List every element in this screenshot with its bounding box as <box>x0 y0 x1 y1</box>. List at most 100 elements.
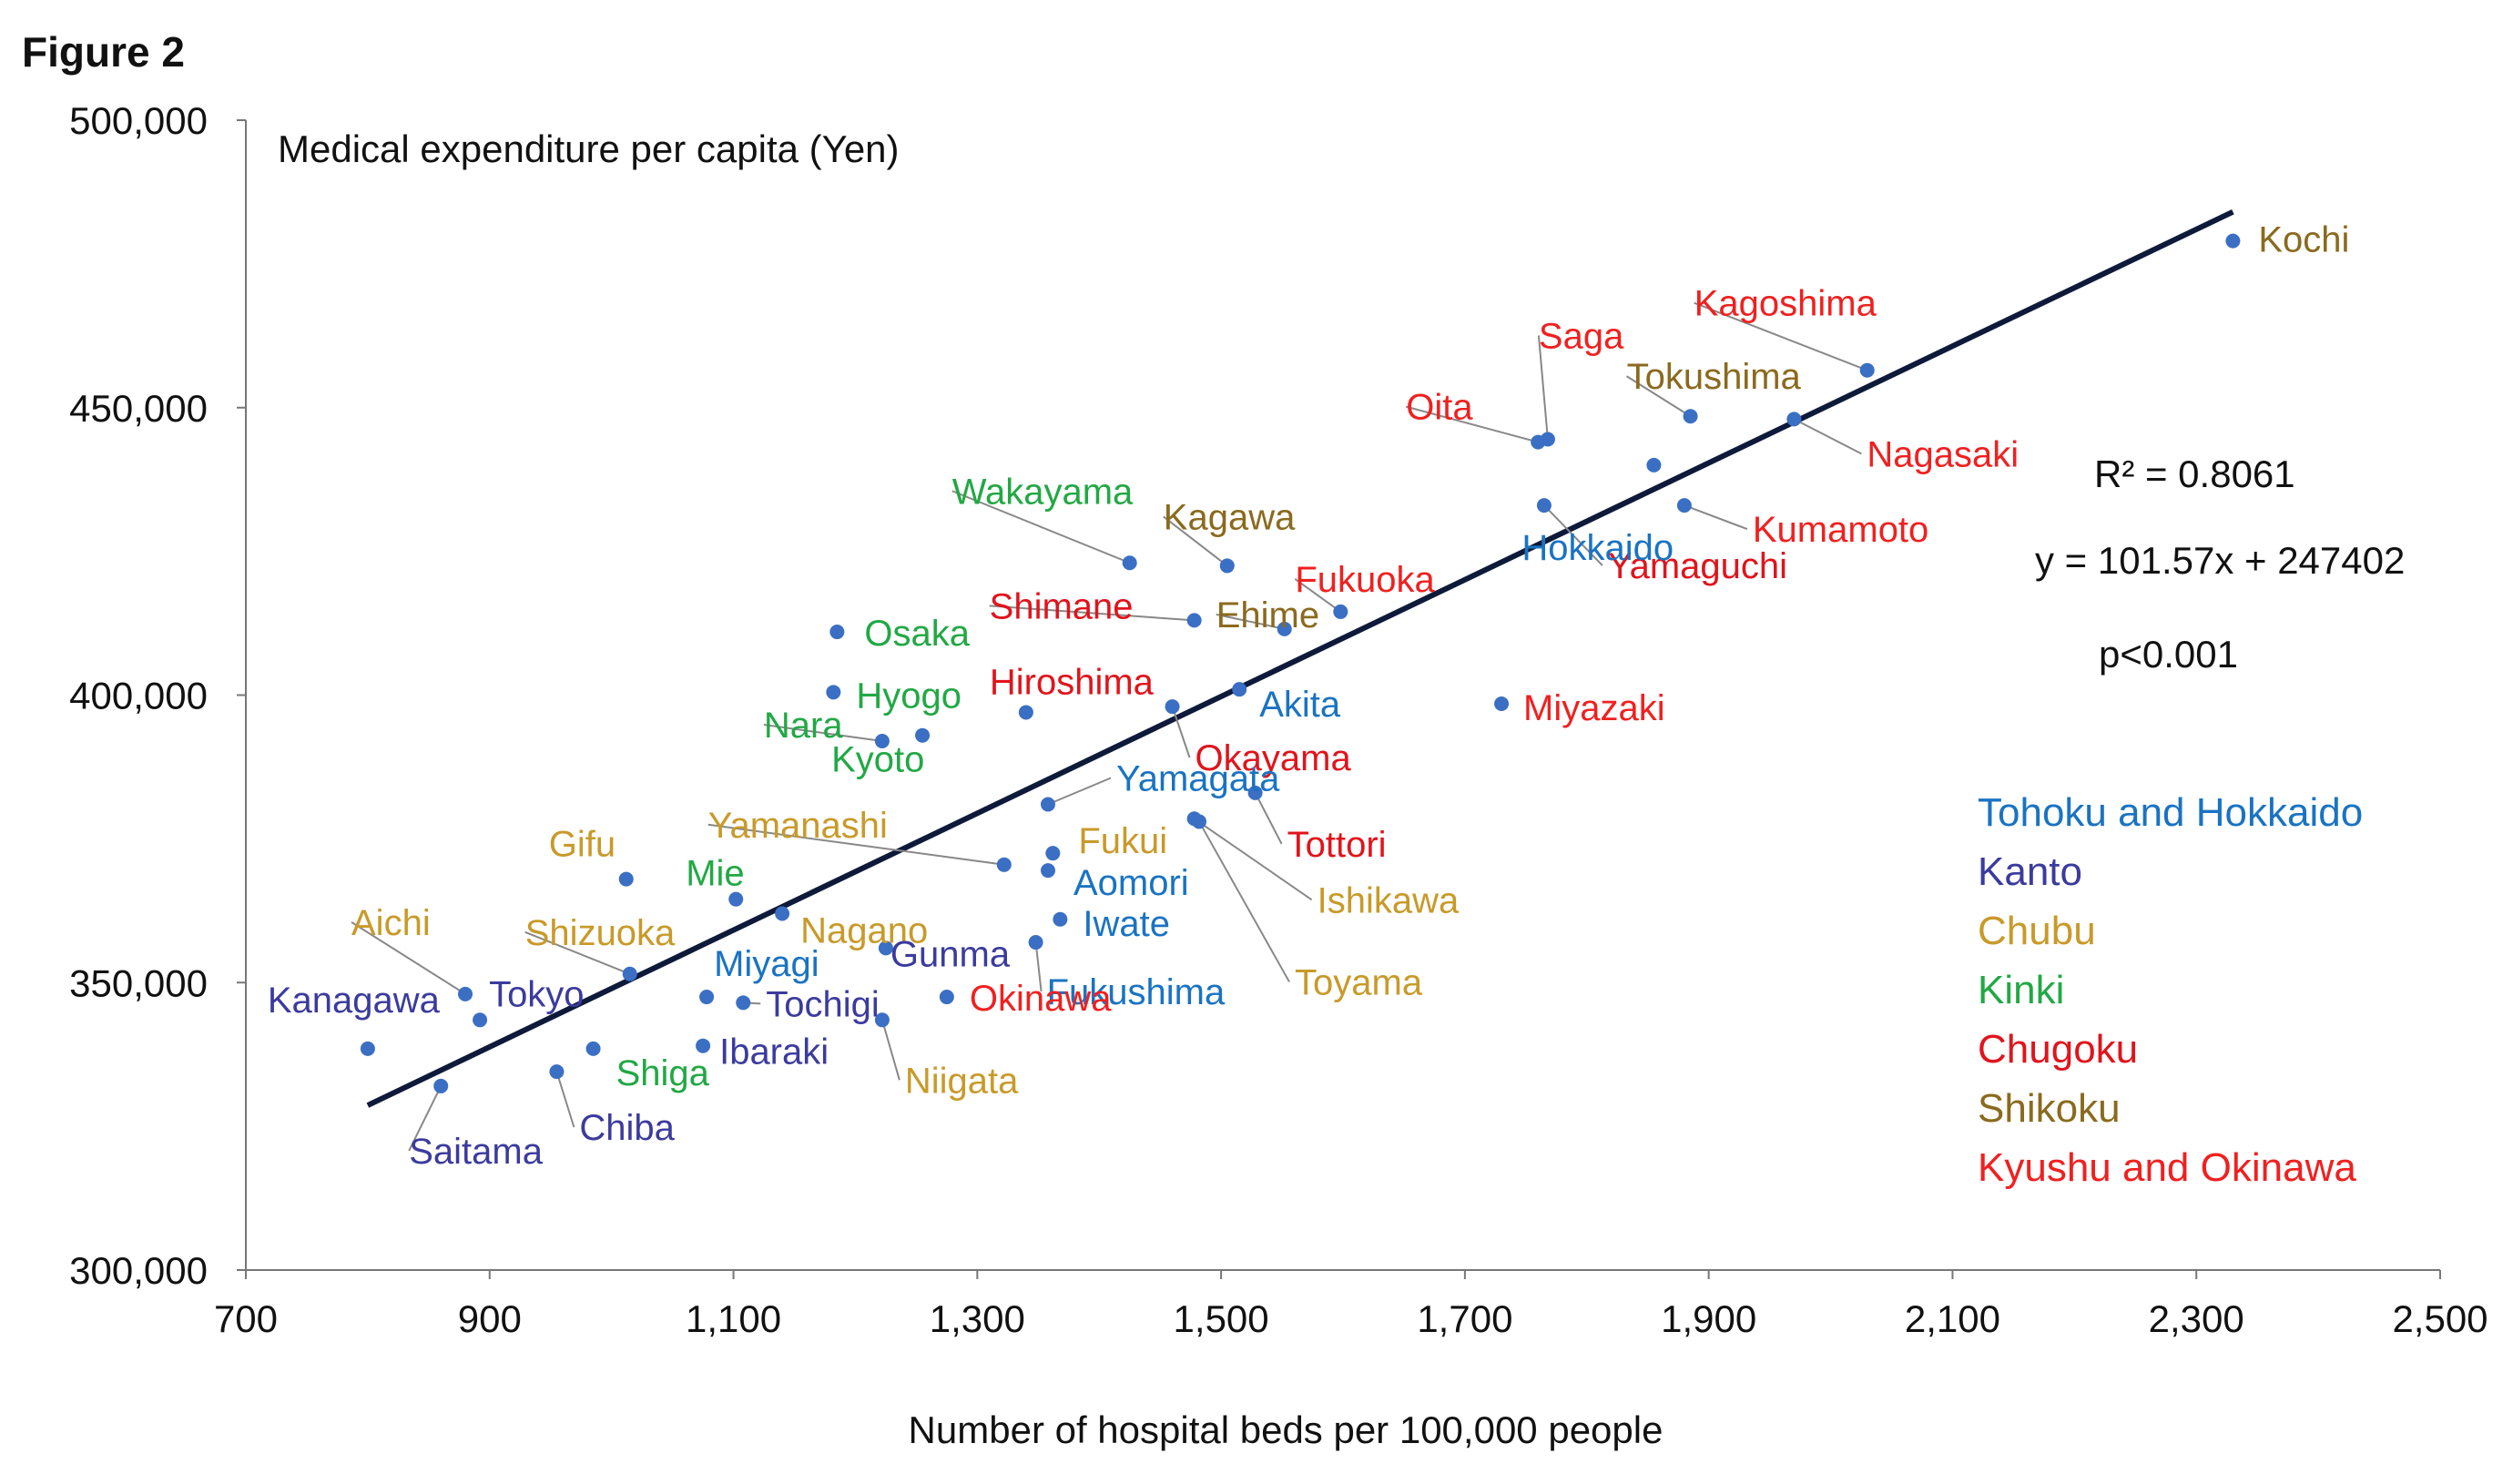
data-point <box>473 1012 488 1028</box>
data-point <box>1122 555 1137 571</box>
point-label: Ehime <box>1216 595 1319 635</box>
y-tick-label: 500,000 <box>69 99 208 142</box>
x-tick-label: 1,500 <box>1174 1297 1269 1340</box>
leader-line <box>1034 941 1043 992</box>
point-label: Okinawa <box>970 979 1112 1019</box>
point-label: Wakayama <box>952 472 1134 512</box>
data-point <box>1028 935 1043 950</box>
data-point <box>2225 233 2241 249</box>
legend-entry: Shikoku <box>1978 1086 2121 1131</box>
x-tick-label: 700 <box>214 1297 278 1340</box>
y-tick-label: 400,000 <box>69 675 208 717</box>
point-label: Aomori <box>1073 863 1189 903</box>
data-point <box>1277 621 1292 636</box>
point-label: Osaka <box>864 614 970 654</box>
data-point <box>1536 498 1552 513</box>
point-label: Ibaraki <box>719 1032 829 1072</box>
data-point <box>915 727 931 743</box>
legend-entry: Kyushu and Okinawa <box>1978 1145 2356 1190</box>
data-point <box>433 1078 449 1093</box>
point-label: Hyogo <box>856 676 961 716</box>
legend-entry: Chubu <box>1978 909 2096 953</box>
point-label: Fukushima <box>1047 972 1226 1012</box>
data-point <box>699 990 715 1005</box>
data-point <box>1040 863 1055 879</box>
leader-line <box>1254 792 1283 845</box>
data-point <box>939 990 954 1005</box>
tick-labels: 700 900 1,100 1,300 1,500 1,700 1,900 2,100 2,30… <box>69 99 2488 1340</box>
point-label: Kyoto <box>831 740 924 780</box>
y-tick-label: 350,000 <box>69 961 208 1004</box>
point-label: Miyazaki <box>1523 688 1665 728</box>
data-point <box>829 625 845 640</box>
data-point <box>1494 696 1510 711</box>
leader-line <box>1171 706 1191 758</box>
point-label: Kagawa <box>1164 497 1296 537</box>
point-label: Miyagi <box>714 944 819 984</box>
leader-line <box>763 724 883 743</box>
data-point <box>1859 362 1875 378</box>
x-tick-label: 2,100 <box>1905 1297 2000 1340</box>
y-axis-label: Medical expenditure per capita (Yen) <box>278 127 900 170</box>
x-tick-label: 2,500 <box>2392 1297 2488 1340</box>
x-tick-label: 2,300 <box>2149 1297 2244 1340</box>
data-point <box>1683 409 1698 424</box>
leader-line <box>1543 504 1603 566</box>
point-label: Ishikawa <box>1318 880 1460 920</box>
leader-line <box>989 605 1195 622</box>
data-point <box>1646 457 1662 473</box>
leader-line <box>351 921 466 995</box>
point-label: Yamaguchi <box>1608 546 1787 586</box>
figure-label: Figure 2 <box>22 28 185 76</box>
point-label: Hiroshima <box>990 662 1155 702</box>
leader-line <box>555 1071 575 1128</box>
data-point <box>775 906 790 921</box>
point-label: Fukuoka <box>1295 560 1435 600</box>
data-point <box>826 685 841 700</box>
data-point <box>996 857 1012 872</box>
point-label: Saga <box>1539 316 1624 356</box>
leader-line <box>1047 777 1112 806</box>
point-label: Gifu <box>549 825 616 865</box>
data-point <box>585 1041 601 1056</box>
data-point <box>549 1064 565 1080</box>
data-point <box>728 891 744 907</box>
axes <box>237 119 2441 1279</box>
x-axis-label: Number of hospital beds per 100,000 peop… <box>909 1408 1663 1451</box>
leader-line <box>1626 375 1692 418</box>
trend-line <box>366 208 2234 1108</box>
leader-line <box>1198 820 1290 982</box>
data-point <box>1192 814 1207 829</box>
point-label: Oita <box>1406 388 1473 428</box>
point-label: Toyama <box>1295 962 1423 1002</box>
leader-line <box>1694 301 1868 371</box>
data-point <box>622 966 637 981</box>
point-label: Kagoshima <box>1694 284 1877 324</box>
point-label: Fukui <box>1078 821 1167 861</box>
data-point <box>1333 604 1348 619</box>
data-point <box>1676 498 1692 513</box>
data-point <box>1186 613 1202 628</box>
data-point <box>458 986 473 1001</box>
leader-line <box>1216 613 1285 630</box>
y-tick-label: 450,000 <box>69 387 208 430</box>
point-label: Shizuoka <box>525 913 676 953</box>
leader-line <box>1194 818 1313 901</box>
leader-lines <box>351 301 1868 1152</box>
x-tick-label: 1,700 <box>1417 1297 1512 1340</box>
legend: Tohoku and Hokkaido Kanto Chubu Kinki Chugok… <box>1978 790 2363 1190</box>
point-label: Kumamoto <box>1753 510 1928 550</box>
p-value-annotation: p<0.001 <box>2099 633 2238 676</box>
point-label: Aichi <box>351 903 431 943</box>
legend-entry: Kanto <box>1978 849 2082 894</box>
point-label: Shiga <box>616 1053 710 1093</box>
point-label: Tokyo <box>489 974 585 1014</box>
data-point <box>1165 699 1180 715</box>
point-label: Mie <box>686 854 744 894</box>
leader-line <box>951 490 1131 564</box>
data-point <box>1045 846 1061 861</box>
data-point <box>1219 558 1235 574</box>
point-label: Yamanashi <box>708 806 888 846</box>
leader-line <box>524 930 631 975</box>
